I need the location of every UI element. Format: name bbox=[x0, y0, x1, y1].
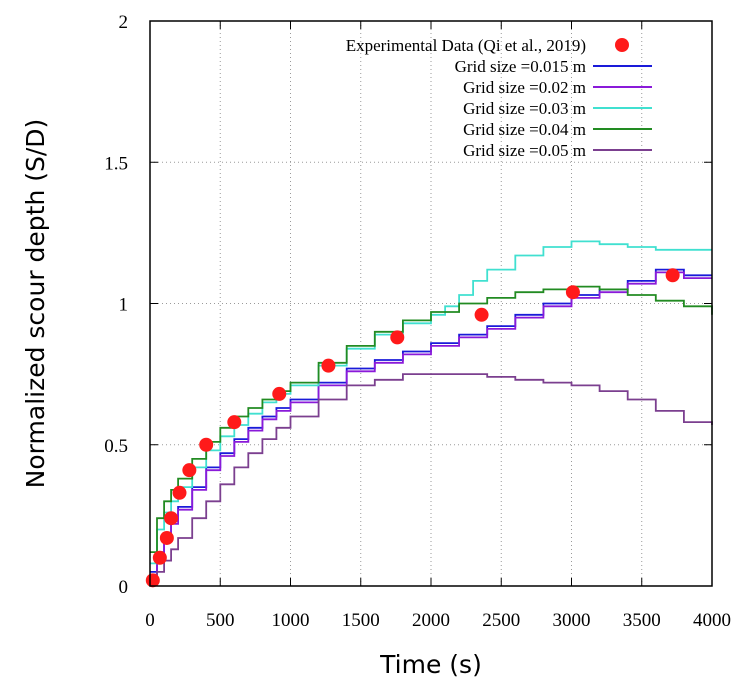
x-tick-label: 3000 bbox=[553, 610, 591, 631]
x-tick-label: 2000 bbox=[412, 610, 450, 631]
experimental-data-point bbox=[172, 485, 187, 500]
legend: Experimental Data (Qi et al., 2019) Grid … bbox=[346, 36, 652, 160]
x-tick-label: 3500 bbox=[623, 610, 661, 631]
experimental-data-point bbox=[565, 285, 580, 300]
experimental-data-point bbox=[390, 330, 405, 345]
experimental-data-point bbox=[199, 437, 214, 452]
legend-label: Grid size =0.05 m bbox=[463, 141, 586, 160]
axis-ticks: 0 500 1000 1500 2000 2500 3000 3500 4000 0 0.5 1 1.5… bbox=[104, 12, 731, 631]
x-tick-label: 1500 bbox=[342, 610, 380, 631]
y-axis-title: Normalized scour depth (S/D) bbox=[21, 119, 50, 489]
series-group bbox=[150, 240, 713, 582]
y-tick-label: 2 bbox=[119, 12, 129, 33]
experimental-data-point bbox=[272, 386, 287, 401]
y-tick-label: 0.5 bbox=[104, 436, 128, 457]
experimental-data-point bbox=[474, 307, 489, 322]
legend-label: Experimental Data (Qi et al., 2019) bbox=[346, 36, 586, 55]
legend-marker bbox=[615, 38, 629, 52]
series-line-4 bbox=[150, 285, 713, 553]
legend-label: Grid size =0.03 m bbox=[463, 99, 586, 118]
legend-label: Grid size =0.015 m bbox=[455, 57, 586, 76]
x-tick-label: 4000 bbox=[693, 610, 731, 631]
experimental-data-point bbox=[665, 268, 680, 283]
scatter-points bbox=[145, 268, 680, 588]
x-tick-label: 500 bbox=[206, 610, 235, 631]
experimental-data-point bbox=[152, 550, 167, 565]
x-tick-label: 1000 bbox=[272, 610, 310, 631]
y-tick-label: 1 bbox=[119, 295, 129, 316]
legend-label: Grid size =0.02 m bbox=[463, 78, 586, 97]
x-tick-label: 0 bbox=[145, 610, 155, 631]
experimental-data-point bbox=[182, 463, 197, 478]
series-line-5 bbox=[150, 373, 713, 582]
x-tick-label: 2500 bbox=[482, 610, 520, 631]
grid-lines bbox=[150, 21, 712, 586]
y-tick-label: 0 bbox=[119, 577, 129, 598]
legend-label: Grid size =0.04 m bbox=[463, 120, 586, 139]
experimental-data-point bbox=[227, 415, 242, 430]
y-tick-label: 1.5 bbox=[104, 153, 128, 174]
x-axis-title: Time (s) bbox=[379, 650, 482, 679]
experimental-data-point bbox=[159, 530, 174, 545]
experimental-data-point bbox=[164, 511, 179, 526]
experimental-data-point bbox=[321, 358, 336, 373]
